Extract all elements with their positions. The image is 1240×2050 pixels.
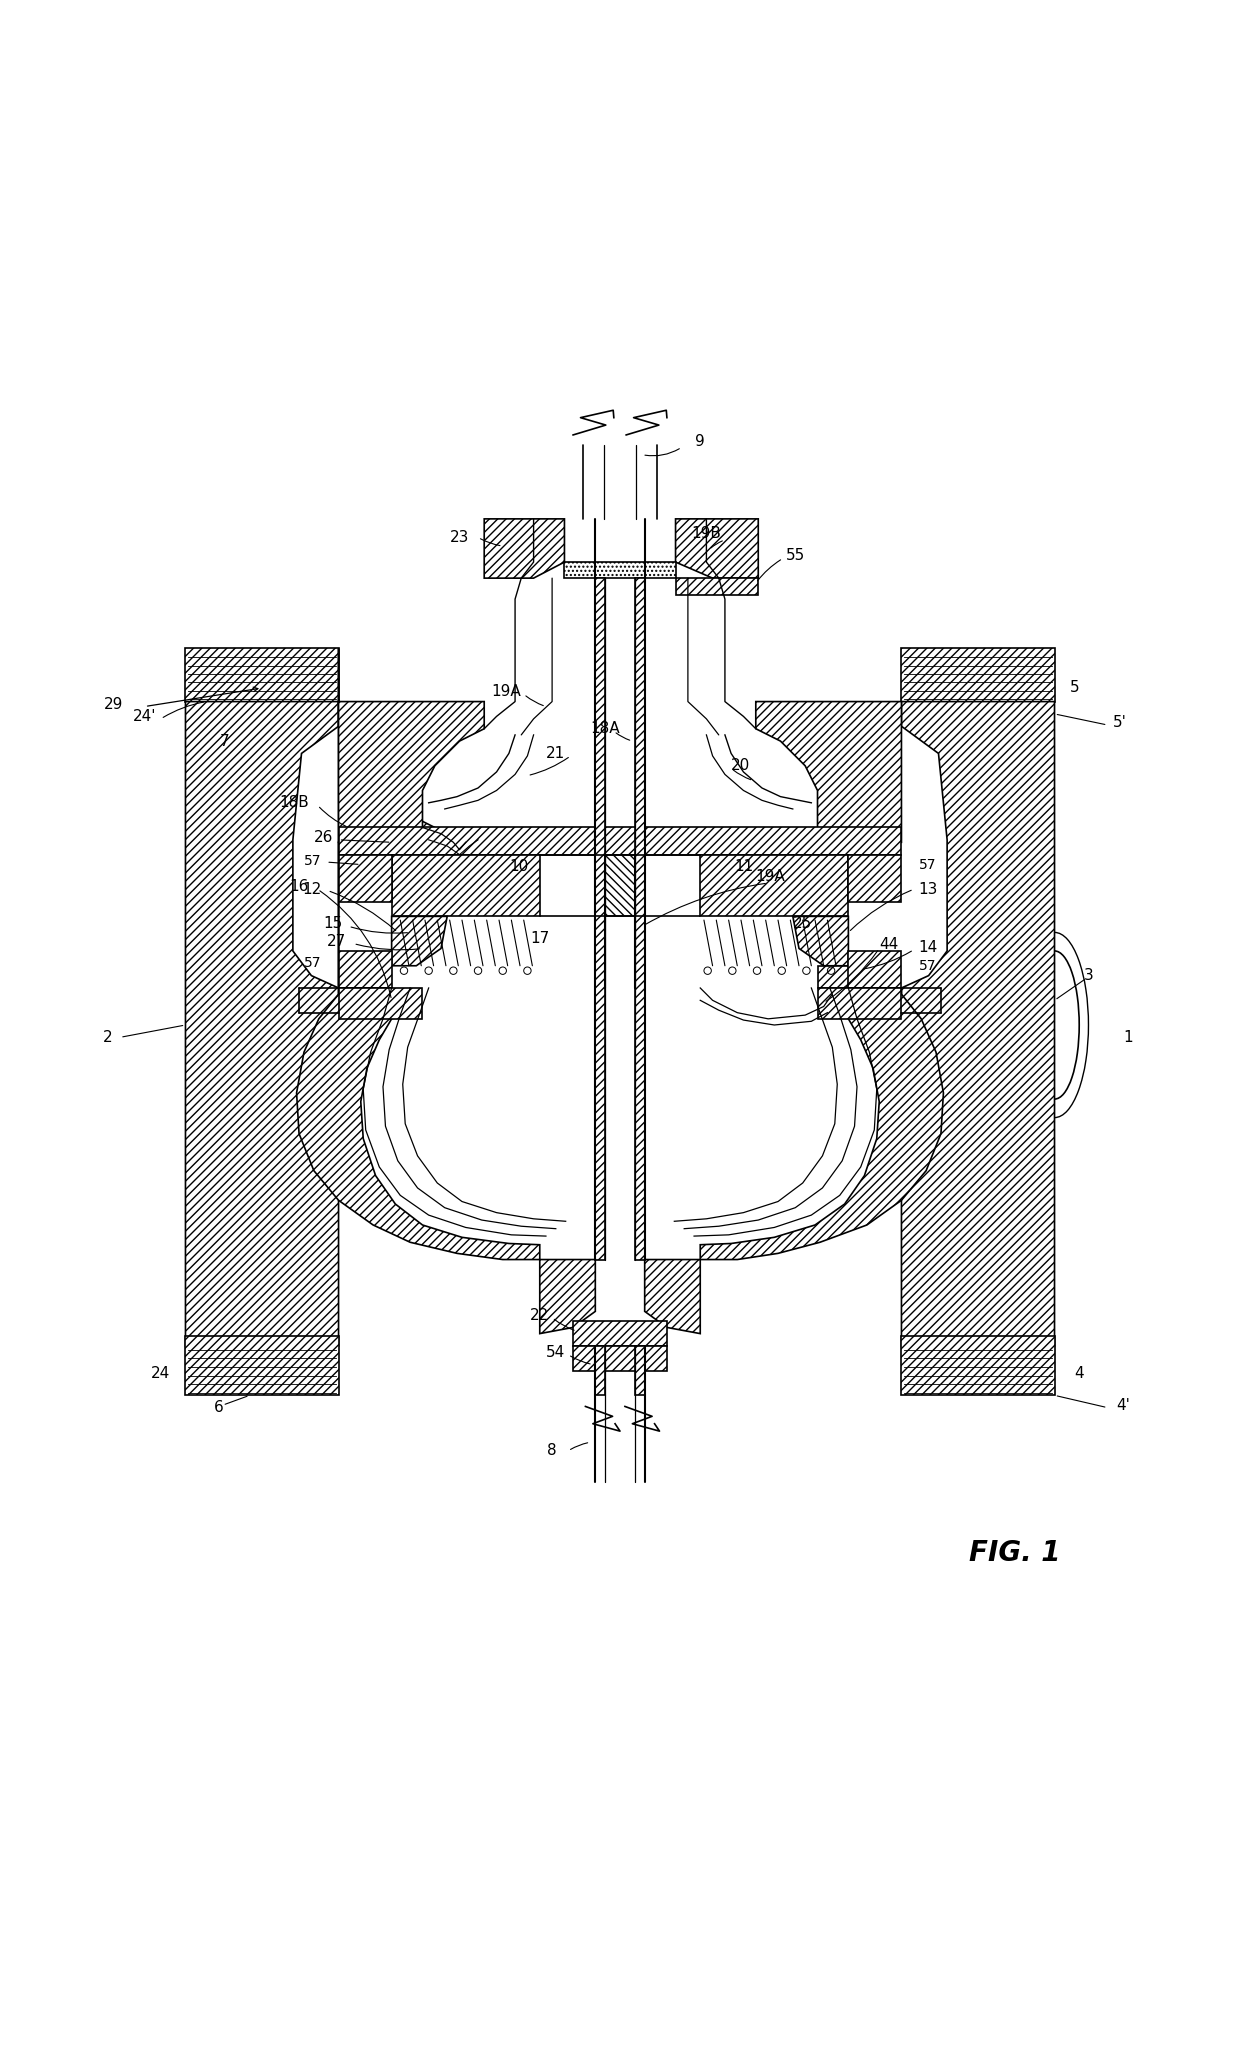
Text: 57: 57 [304,853,321,867]
Text: 57: 57 [919,857,936,871]
Text: 2: 2 [103,1029,113,1046]
Polygon shape [848,951,901,988]
Text: 54: 54 [546,1345,565,1359]
Polygon shape [817,966,861,988]
Text: 18B: 18B [279,795,309,810]
Polygon shape [186,701,339,1347]
Polygon shape [901,1337,1054,1396]
Polygon shape [701,855,848,916]
Text: 25: 25 [794,916,812,931]
Text: 44: 44 [879,937,899,953]
Bar [573,1347,667,1371]
Polygon shape [339,701,484,843]
Text: 24: 24 [151,1365,170,1380]
Text: 57: 57 [919,959,936,974]
Polygon shape [635,578,645,1259]
Polygon shape [792,916,848,966]
Text: 27: 27 [326,933,346,949]
Text: 4: 4 [1074,1365,1084,1380]
Text: 5: 5 [1069,681,1079,695]
Polygon shape [186,648,339,701]
Polygon shape [392,916,448,966]
Polygon shape [901,648,1054,701]
Polygon shape [676,578,758,594]
Text: 16: 16 [290,879,309,894]
Text: 12: 12 [303,882,321,896]
Text: FIG. 1: FIG. 1 [970,1540,1060,1568]
Polygon shape [484,519,564,578]
Text: 21: 21 [546,746,565,761]
Text: 11: 11 [734,859,753,875]
Text: 3: 3 [1084,968,1094,984]
Text: 10: 10 [510,859,528,875]
Polygon shape [339,951,392,988]
Polygon shape [392,855,539,916]
Text: 23: 23 [450,529,469,545]
Polygon shape [817,988,901,1019]
Polygon shape [539,1259,595,1335]
Polygon shape [339,988,423,1019]
Text: 19B: 19B [692,527,722,541]
Polygon shape [645,1259,701,1335]
Polygon shape [573,1322,667,1347]
Text: 5': 5' [1114,715,1127,730]
Text: 24': 24' [133,709,156,724]
Polygon shape [901,701,1054,1347]
Polygon shape [339,828,901,855]
Text: 6: 6 [215,1400,223,1414]
Text: 14: 14 [919,939,937,955]
Text: 7: 7 [221,734,229,748]
Text: 20: 20 [732,758,750,773]
Text: 4': 4' [1117,1398,1131,1412]
Text: 13: 13 [919,882,939,896]
Polygon shape [605,855,635,916]
Polygon shape [186,1337,339,1396]
Polygon shape [564,562,676,578]
Polygon shape [701,988,944,1259]
Polygon shape [296,988,539,1259]
Polygon shape [339,648,460,988]
Text: 55: 55 [786,549,805,564]
Text: 19A: 19A [755,869,785,884]
Polygon shape [635,1347,645,1396]
Text: 8: 8 [547,1443,557,1458]
Polygon shape [595,578,605,1259]
Text: 19A: 19A [491,685,521,699]
Polygon shape [848,855,901,902]
Text: 15: 15 [322,916,342,931]
Text: 22: 22 [531,1308,549,1322]
Text: 1: 1 [1123,1029,1133,1046]
Text: 17: 17 [531,931,549,947]
Polygon shape [595,1347,605,1396]
Polygon shape [676,519,758,578]
Polygon shape [339,855,392,902]
Text: 18A: 18A [590,722,620,736]
Polygon shape [756,701,901,843]
Text: 29: 29 [104,697,124,711]
Text: 26: 26 [314,830,334,845]
Text: 57: 57 [304,955,321,970]
Text: 9: 9 [696,435,706,449]
